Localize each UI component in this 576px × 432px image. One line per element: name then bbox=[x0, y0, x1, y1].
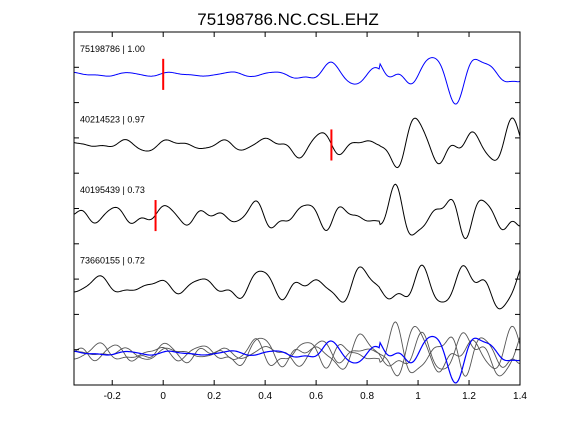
chart-title: 75198786.NC.CSL.EHZ bbox=[197, 10, 378, 29]
trace-label: 75198786 | 1.00 bbox=[80, 44, 145, 54]
x-tick-label: 0.4 bbox=[258, 391, 272, 402]
x-tick-label: 0 bbox=[160, 391, 166, 402]
x-tick-label: 1 bbox=[415, 391, 421, 402]
trace-label: 40214523 | 0.97 bbox=[80, 114, 145, 124]
overlay-trace-40214523 bbox=[73, 325, 521, 377]
x-tick-label: 0.2 bbox=[207, 391, 221, 402]
x-tick-label: -0.2 bbox=[104, 391, 122, 402]
x-axis: -0.2 0 0.2 0.4 0.6 0.8 1 1.2 1.4 bbox=[74, 32, 527, 402]
x-tick-label: 1.4 bbox=[513, 391, 527, 402]
trace-75198786 bbox=[73, 57, 521, 105]
x-tick-label: 0.8 bbox=[360, 391, 374, 402]
overlay-trace-40195439 bbox=[73, 321, 521, 377]
trace-label: 73660155 | 0.72 bbox=[80, 256, 145, 266]
trace-40195439 bbox=[73, 183, 521, 240]
x-tick-label: 0.6 bbox=[309, 391, 323, 402]
axes-frame bbox=[73, 31, 521, 386]
plot-area: 75198786 | 1.00 40214523 | 0.97 40195439 |… bbox=[73, 44, 521, 384]
x-tick-label: 1.2 bbox=[462, 391, 476, 402]
trace-40214523 bbox=[73, 117, 521, 169]
overlay-trace-73660155 bbox=[73, 331, 521, 377]
trace-label: 40195439 | 0.73 bbox=[80, 185, 145, 195]
overlay-trace-75198786 bbox=[73, 335, 521, 384]
trace-73660155 bbox=[73, 264, 521, 310]
